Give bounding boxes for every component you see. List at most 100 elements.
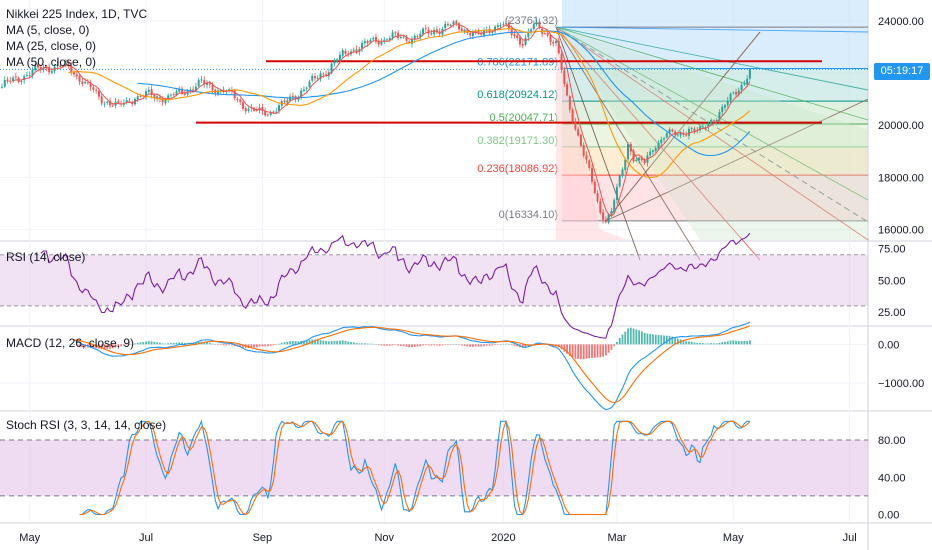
candle-body — [707, 123, 710, 128]
candle-body — [444, 23, 447, 29]
macd-histogram-bar — [394, 344, 397, 346]
candle-body — [283, 100, 286, 103]
macd-histogram-bar — [78, 344, 81, 347]
candle-body — [701, 126, 704, 128]
macd-histogram-bar — [286, 341, 289, 345]
candle-body — [471, 32, 474, 37]
candle-body — [480, 33, 483, 35]
macd-histogram-bar — [131, 344, 134, 345]
candle-body — [125, 99, 128, 103]
candle-body — [388, 37, 391, 41]
candle-body — [319, 73, 322, 80]
time-tick-label: May — [723, 532, 744, 544]
candle-body — [618, 175, 621, 187]
candle-body — [278, 105, 280, 111]
macd-histogram-bar — [746, 340, 749, 345]
macd-histogram-bar — [267, 344, 269, 347]
macd-histogram-bar — [402, 344, 405, 347]
candle-body — [208, 82, 211, 85]
candle-body — [516, 35, 519, 38]
candle-body — [48, 66, 51, 73]
macd-histogram-bar — [347, 341, 350, 345]
macd-histogram-bar — [322, 340, 325, 345]
candle-body — [89, 82, 92, 88]
macd-histogram-bar — [712, 343, 715, 345]
candle-body — [103, 103, 106, 105]
macd-histogram-bar — [361, 343, 363, 345]
macd-histogram-bar — [707, 343, 710, 345]
macd-histogram-bar — [128, 344, 131, 345]
candle-body — [449, 24, 452, 26]
candle-body — [602, 212, 605, 220]
candle-body — [100, 96, 103, 104]
macd-histogram-bar — [422, 344, 424, 346]
macd-histogram-bar — [319, 340, 322, 345]
macd-histogram-bar — [452, 344, 455, 345]
stoch-tick-label: 0.00 — [878, 510, 899, 522]
candle-body — [372, 37, 375, 40]
candle-body — [604, 219, 607, 223]
macd-histogram-bar — [632, 328, 635, 345]
candle-body — [452, 21, 455, 24]
rsi-title[interactable]: RSI (14, close) — [6, 250, 86, 264]
candle-body — [37, 63, 40, 68]
candle-body — [322, 73, 325, 75]
macd-histogram-bar — [441, 344, 444, 346]
stoch-tick-label: 80.00 — [878, 435, 906, 447]
macd-histogram-bar — [253, 344, 255, 348]
macd-histogram-bar — [73, 344, 75, 345]
macd-histogram-bar — [275, 344, 278, 345]
ma50-legend[interactable]: MA (50, close, 0) — [6, 55, 97, 69]
candle-body — [399, 37, 402, 38]
candle-body — [175, 91, 178, 96]
macd-histogram-bar — [106, 344, 109, 349]
macd-histogram-bar — [341, 340, 344, 345]
macd-histogram-bar — [136, 342, 139, 345]
candle-body — [369, 39, 372, 43]
candle-body — [629, 143, 632, 152]
candle-body — [164, 99, 167, 104]
macd-histogram-bar — [591, 344, 593, 358]
macd-histogram-bar — [413, 344, 416, 347]
candle-body — [67, 62, 70, 66]
candle-body — [657, 142, 660, 149]
candle-body — [380, 42, 383, 45]
candle-body — [624, 159, 627, 170]
symbol-title[interactable]: Nikkei 225 Index, 1D, TVC — [6, 7, 148, 21]
macd-histogram-bar — [120, 344, 123, 347]
candle-body — [330, 63, 333, 73]
candle-body — [156, 96, 159, 99]
candle-body — [721, 106, 724, 113]
macd-histogram-bar — [427, 344, 430, 346]
macd-histogram-bar — [635, 329, 638, 345]
candle-body — [64, 62, 67, 66]
countdown-badge: 05:19:17 — [874, 63, 930, 80]
stoch-rsi-title[interactable]: Stoch RSI (3, 3, 14, 14, close) — [6, 418, 167, 432]
macd-histogram-bar — [75, 344, 78, 346]
macd-histogram-bar — [491, 344, 494, 346]
macd-histogram-bar — [604, 344, 607, 356]
candle-body — [513, 34, 516, 37]
time-tick-label: Jul — [843, 532, 857, 544]
macd-histogram-bar — [646, 333, 649, 345]
candle-body — [158, 97, 161, 99]
candle-body — [687, 128, 690, 136]
candle-body — [635, 159, 638, 162]
macd-histogram-bar — [405, 344, 408, 347]
macd-histogram-bar — [704, 343, 707, 345]
fan-line — [555, 26, 641, 261]
candle-body — [402, 36, 405, 38]
macd-histogram-bar — [654, 334, 657, 345]
macd-histogram-bar — [463, 344, 466, 346]
candle-body — [73, 72, 76, 75]
candle-body — [555, 41, 557, 43]
ma5-legend[interactable]: MA (5, close, 0) — [6, 23, 90, 37]
candle-body — [302, 89, 305, 91]
macd-title[interactable]: MACD (12, 26, close, 9) — [6, 336, 135, 350]
candle-body — [469, 33, 472, 36]
candle-body — [31, 69, 34, 76]
candle-body — [167, 95, 170, 100]
ma25-legend[interactable]: MA (25, close, 0) — [6, 39, 97, 53]
macd-histogram-bar — [92, 344, 95, 349]
